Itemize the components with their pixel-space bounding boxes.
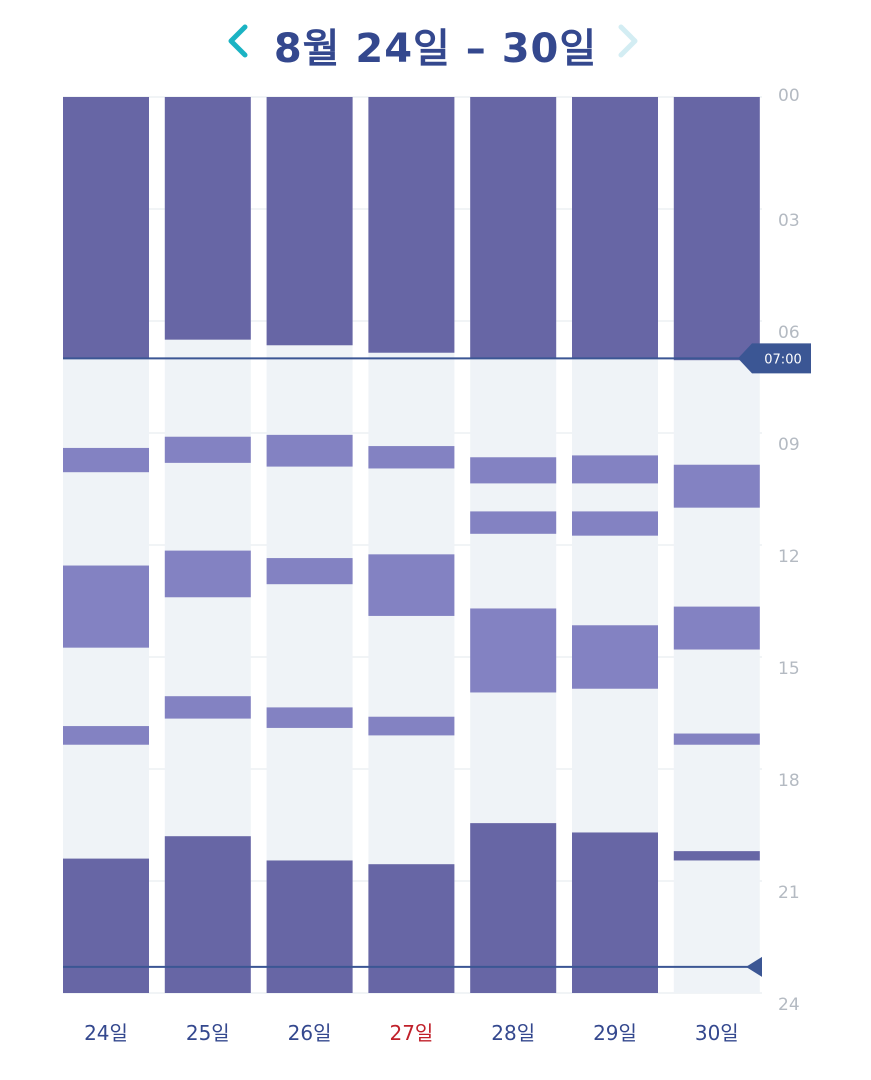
chart-header: 8월 24일 – 30일 [0, 0, 871, 90]
y-tick-label: 06 [778, 323, 800, 343]
sleep-block [572, 625, 658, 689]
sleep-block [164, 696, 251, 719]
sleep-block [572, 455, 658, 484]
sleep-block [266, 97, 353, 346]
sleep-block [470, 457, 557, 484]
day-label: 24일 [84, 1021, 128, 1045]
sleep-block [673, 464, 760, 508]
sleep-block [266, 434, 353, 467]
day-label: 26일 [288, 1021, 332, 1045]
time-marker-label: 07:00 [764, 352, 801, 367]
sleep-block [266, 707, 353, 728]
sleep-block [572, 97, 658, 359]
sleep-block [470, 608, 557, 693]
y-tick-label: 09 [778, 435, 800, 455]
day-label: 30일 [695, 1021, 739, 1045]
sleep-block [673, 851, 760, 861]
y-tick-label: 18 [778, 771, 800, 791]
sleep-block [470, 97, 557, 359]
sleep-block [63, 858, 149, 993]
sleep-block [63, 447, 149, 473]
y-tick-label: 00 [778, 86, 800, 106]
y-tick-label: 12 [778, 547, 800, 567]
sleep-block [164, 436, 251, 463]
sleep-block [572, 511, 658, 536]
day-label: 27일 [389, 1021, 433, 1045]
sleep-block [164, 550, 251, 598]
sleep-block [572, 832, 658, 993]
y-tick-label: 03 [778, 211, 800, 231]
sleep-block [368, 97, 455, 353]
time-marker-badge [738, 343, 811, 374]
chevron-right-icon [618, 24, 638, 58]
sleep-block [673, 733, 760, 745]
sleep-block [470, 823, 557, 993]
sleep-block [266, 558, 353, 585]
sleep-block [63, 565, 149, 648]
sleep-block [368, 864, 455, 993]
sleep-block [368, 716, 455, 736]
day-label: 29일 [593, 1021, 637, 1045]
previous-week-button[interactable] [216, 16, 260, 66]
chevron-left-icon [228, 24, 248, 58]
sleep-block [368, 446, 455, 469]
sleep-block [673, 606, 760, 650]
day-label: 25일 [186, 1021, 230, 1045]
y-tick-label: 24 [778, 995, 800, 1015]
sleep-block [63, 726, 149, 745]
sleep-block [470, 511, 557, 534]
y-tick-label: 21 [778, 883, 800, 903]
page-title: 8월 24일 – 30일 [273, 26, 598, 72]
day-label: 28일 [491, 1021, 535, 1045]
sleep-block [63, 97, 149, 359]
sleep-block [368, 554, 455, 616]
next-week-button[interactable] [606, 16, 650, 66]
sleep-block [266, 860, 353, 993]
sleep-block [164, 836, 251, 993]
time-marker-pointer [746, 956, 762, 977]
sleep-block [164, 97, 251, 340]
y-tick-label: 15 [778, 659, 800, 679]
sleep-block [673, 97, 760, 361]
